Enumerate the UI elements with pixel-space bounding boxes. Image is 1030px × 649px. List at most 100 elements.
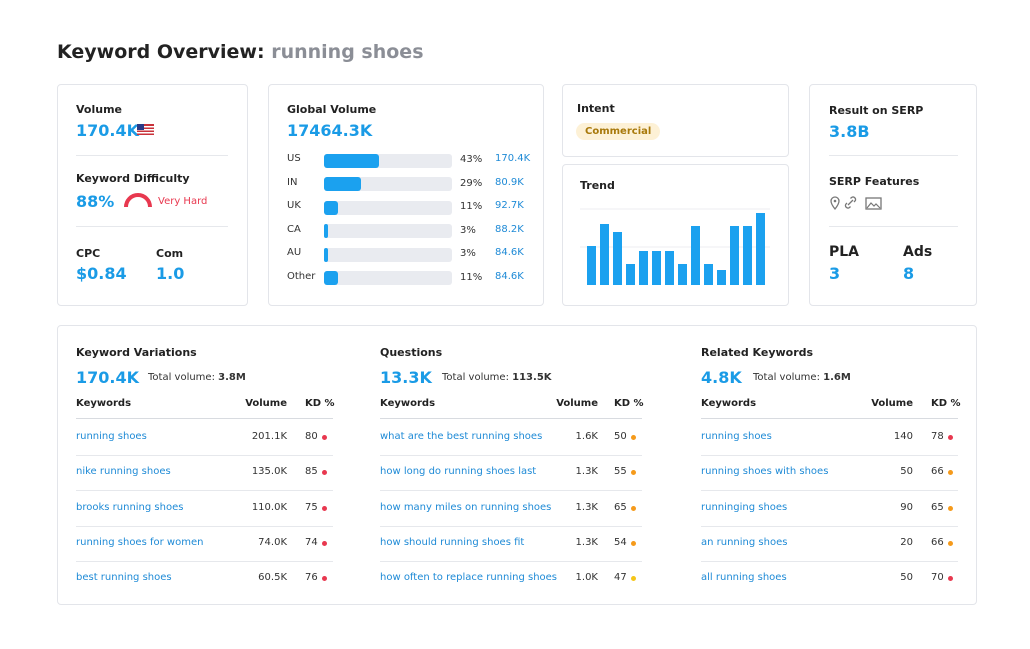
keyword-link[interactable]: brooks running shoes — [76, 501, 184, 513]
column-header: Volume — [245, 398, 287, 409]
country: CA — [287, 223, 301, 235]
keyword-link[interactable]: running shoes with shoes — [701, 466, 829, 478]
kd: 50 — [614, 431, 627, 442]
country-volume: 92.7K — [495, 200, 524, 211]
divider — [701, 418, 958, 419]
trend-bar — [704, 264, 713, 285]
kd: 70 — [931, 572, 944, 584]
value: 3 — [829, 264, 841, 283]
keyword-volume: 50 — [900, 572, 913, 584]
share-bar — [324, 247, 328, 262]
value: 3.8B — [829, 122, 870, 141]
divider — [701, 455, 958, 456]
section-value: 170.4K — [76, 368, 140, 387]
divider — [380, 560, 642, 562]
keyword-link[interactable]: runninging shoes — [701, 501, 788, 513]
keyword-link[interactable]: how often to replace running shoes — [380, 572, 558, 584]
keyword-link[interactable]: running shoes — [76, 431, 147, 442]
keyword-volume: 110.0K — [251, 501, 287, 513]
divider — [76, 155, 228, 156]
keyword-volume: 140 — [893, 431, 913, 442]
kd-dot — [948, 540, 953, 546]
kd-dot — [948, 505, 953, 511]
kd: 75 — [305, 501, 318, 513]
keyword-link[interactable]: nike running shoes — [76, 466, 171, 478]
divider — [701, 490, 958, 492]
column-header: Keywords — [380, 398, 436, 409]
divider — [76, 226, 228, 227]
bar-track — [324, 271, 452, 285]
value: 8 — [903, 264, 915, 283]
kd: 78 — [931, 431, 944, 442]
kd: 66 — [931, 466, 944, 478]
keyword-volume: 1.3K — [575, 501, 598, 513]
trend-bar — [756, 213, 765, 285]
section-value: 4.8K — [701, 368, 742, 387]
trend-bar — [665, 251, 674, 285]
serp-card — [809, 84, 977, 306]
divider — [380, 455, 642, 456]
kd: 66 — [931, 536, 944, 548]
kd-dot — [948, 470, 953, 476]
trend-bar — [717, 270, 726, 285]
keyword-link[interactable]: an running shoes — [701, 536, 788, 548]
section-value: 13.3K — [380, 368, 432, 387]
keyword-link[interactable]: how should running shoes fit — [380, 536, 525, 548]
share-bar — [324, 224, 328, 238]
kd-dot — [631, 435, 636, 440]
label: Result on SERP — [829, 104, 924, 117]
kd: 76 — [305, 572, 318, 584]
column-header: Keywords — [76, 398, 132, 409]
section-title: Questions — [380, 346, 443, 359]
bar-track — [324, 224, 452, 238]
kd: 65 — [931, 501, 944, 513]
kd-dot — [948, 576, 953, 582]
title-keyword: running shoes — [271, 41, 424, 63]
label: Trend — [580, 179, 615, 192]
label: Keyword Difficulty — [76, 172, 190, 185]
keyword-link[interactable]: how long do running shoes last — [380, 466, 537, 478]
label: PLA — [829, 244, 860, 260]
keyword-link[interactable]: best running shoes — [76, 572, 172, 584]
keyword-link[interactable]: running shoes — [701, 431, 772, 442]
column-header: Volume — [556, 398, 598, 409]
divider — [380, 490, 642, 492]
share: 3% — [460, 248, 476, 259]
column-header: KD % — [305, 398, 335, 409]
keyword-volume: 90 — [900, 501, 913, 513]
share-bar — [324, 177, 362, 191]
kd-dot — [322, 505, 327, 511]
volume-card — [57, 84, 248, 306]
label: Ads — [903, 244, 933, 260]
keyword-volume: 74.0K — [258, 536, 287, 548]
keyword-volume: 20 — [900, 536, 913, 548]
keyword-link[interactable]: all running shoes — [701, 572, 787, 584]
keyword-volume: 1.3K — [575, 466, 598, 478]
divider — [380, 418, 642, 419]
kd-dot — [322, 470, 327, 476]
trend-bar — [743, 226, 752, 285]
label: SERP Features — [829, 175, 920, 188]
divider — [829, 155, 958, 156]
keyword-link[interactable]: running shoes for women — [76, 536, 204, 548]
label: Volume — [76, 103, 122, 116]
kd-dot — [631, 470, 636, 476]
share: 11% — [460, 271, 483, 283]
trend-bar — [678, 264, 687, 285]
keyword-volume: 1.3K — [575, 536, 598, 548]
kd-dot — [631, 505, 636, 511]
country-volume: 84.6K — [495, 247, 524, 258]
difficulty-gauge — [124, 193, 152, 208]
keyword-volume: 135.0K — [251, 466, 287, 478]
keyword-volume: 1.0K — [575, 572, 598, 584]
country-volume: 170.4K — [495, 153, 531, 164]
kd: 55 — [614, 466, 627, 478]
keyword-link[interactable]: how many miles on running shoes — [380, 501, 552, 513]
total-volume: Total volume: 1.6M — [753, 372, 851, 383]
share-bar — [324, 200, 339, 215]
divider — [76, 418, 333, 419]
value: 88% — [76, 192, 115, 211]
kd-dot — [322, 540, 327, 546]
keyword-link[interactable]: what are the best running shoes — [380, 431, 543, 442]
